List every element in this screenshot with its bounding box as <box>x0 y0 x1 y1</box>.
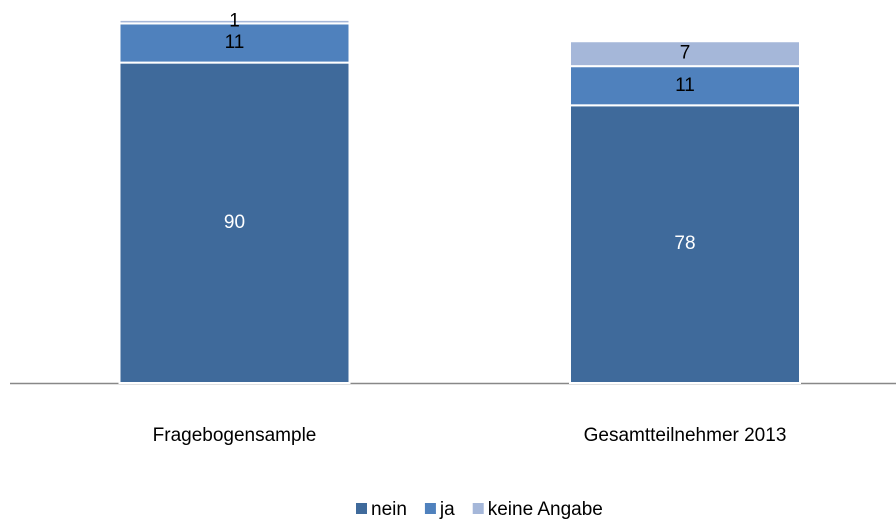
legend-swatch <box>472 503 484 514</box>
x-tick-label: Fragebogensample <box>153 425 317 446</box>
legend-swatch <box>424 503 436 514</box>
bar-segment <box>569 65 801 107</box>
bar-segment <box>569 40 801 68</box>
value-label: 7 <box>680 43 691 64</box>
value-label: 78 <box>674 233 695 254</box>
legend-label: ja <box>439 499 455 520</box>
value-label: 1 <box>229 11 240 32</box>
x-tick-label: Gesamtteilnehmer 2013 <box>584 425 787 446</box>
bar-segment <box>569 104 801 384</box>
value-label: 11 <box>675 75 695 96</box>
legend-swatch <box>356 503 367 514</box>
legend-label: nein <box>371 499 407 520</box>
value-label: 11 <box>225 32 245 53</box>
bar-segment <box>118 18 351 25</box>
value-label: 90 <box>224 212 245 233</box>
bar-segment <box>118 61 351 384</box>
bar-segment <box>118 22 351 64</box>
legend-label: keine Angabe <box>488 499 603 520</box>
